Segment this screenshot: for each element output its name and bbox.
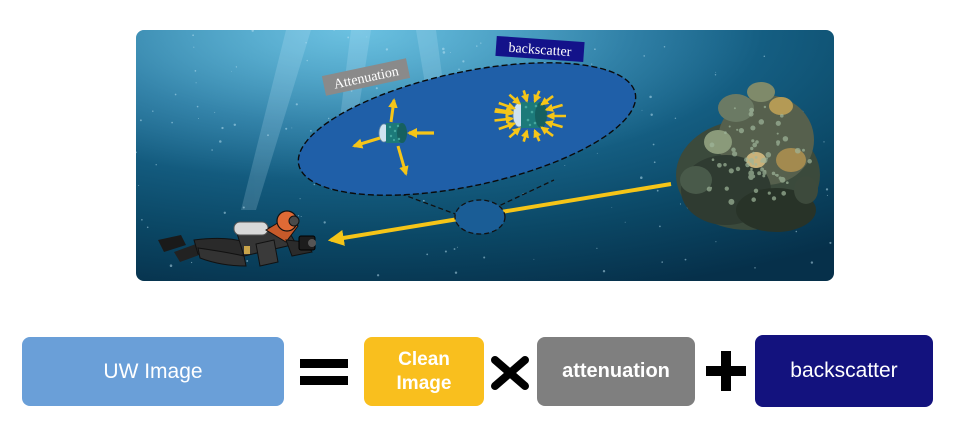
- uw-image-label: UW Image: [103, 359, 203, 383]
- underwater-scene: Attenuation backscatter: [136, 30, 834, 281]
- backscatter-arrow: [508, 93, 521, 105]
- backscatter-arrow: [508, 127, 521, 139]
- multiply-sign-icon: [491, 356, 529, 390]
- backscatter-arrow: [544, 120, 563, 129]
- particle-icon: [378, 123, 407, 143]
- backscatter-arrow: [494, 115, 514, 124]
- backscatter-arrow: [540, 95, 554, 106]
- plus-sign-icon: [706, 351, 746, 391]
- backscatter-arrow: [533, 90, 542, 104]
- backscatter-label-tag: backscatter: [495, 35, 585, 63]
- zoom-region: [454, 199, 506, 235]
- clean-image-box: Clean Image: [364, 337, 484, 406]
- backscatter-arrow: [498, 121, 516, 131]
- clean-image-label-line2: Image: [396, 372, 452, 394]
- coral-reef-icon: [676, 82, 820, 232]
- backscatter-box-label: backscatter: [790, 359, 898, 382]
- backscatter-arrow: [540, 126, 554, 137]
- attenuation-box-label: attenuation: [562, 360, 670, 382]
- backscatter-arrow: [544, 103, 563, 112]
- backscatter-arrow: [533, 128, 542, 142]
- backscatter-arrow: [521, 129, 529, 142]
- uw-image-box: UW Image: [22, 337, 284, 406]
- backscatter-arrow: [521, 90, 529, 103]
- diver-icon: [158, 210, 316, 267]
- backscatter-box: backscatter: [755, 335, 933, 407]
- equals-sign-icon: [300, 359, 348, 385]
- particle-icon: [512, 102, 547, 128]
- clean-image-label-line1: Clean: [398, 348, 450, 370]
- attenuation-particle: [352, 98, 434, 176]
- backscatter-arrow: [494, 106, 515, 116]
- backscatter-particle: [494, 90, 566, 142]
- attenuation-box: attenuation: [537, 337, 695, 406]
- backscatter-label: backscatter: [508, 41, 572, 60]
